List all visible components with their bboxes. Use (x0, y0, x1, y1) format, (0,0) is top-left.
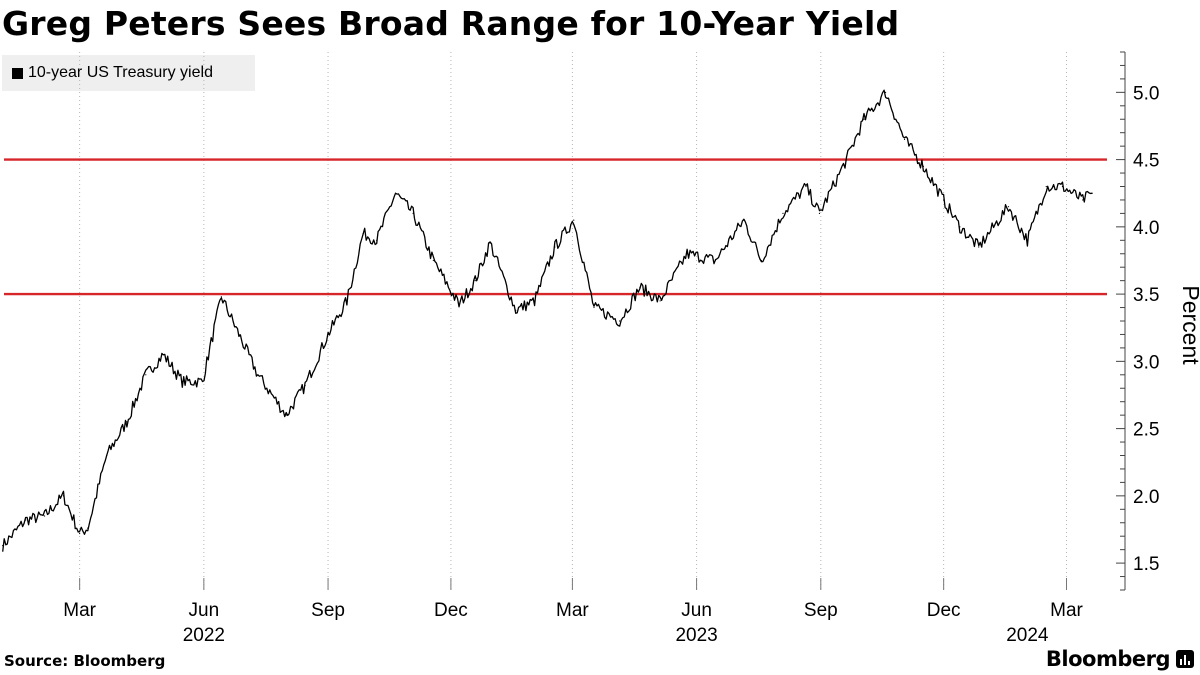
data-point (106, 454, 108, 457)
data-point (43, 515, 46, 517)
data-point (1082, 199, 1084, 201)
data-point (394, 192, 397, 194)
data-point (126, 421, 128, 423)
bloomberg-logo: Bloomberg (1046, 647, 1194, 671)
data-point (818, 212, 821, 214)
data-point (554, 246, 556, 248)
y-tick-label: 1.5 (1133, 554, 1159, 575)
data-point (79, 532, 81, 535)
data-point (87, 527, 89, 529)
data-point (327, 333, 329, 336)
data-point (474, 280, 476, 282)
x-year-label: 2024 (1006, 625, 1049, 646)
data-point (760, 259, 763, 262)
x-tick-label: Mar (63, 600, 96, 621)
series-line (2, 89, 1093, 552)
data-point (714, 259, 717, 262)
logo-text: Bloomberg (1045, 647, 1171, 671)
data-point (376, 239, 378, 241)
data-point (62, 495, 65, 497)
legend-label: 10-year US Treasury yield (28, 64, 213, 81)
chart-title: Greg Peters Sees Broad Range for 10-Year… (2, 4, 900, 43)
data-point (743, 219, 745, 221)
data-point (1045, 185, 1047, 188)
data-point (863, 118, 865, 120)
data-point (346, 300, 348, 302)
data-point (432, 259, 434, 262)
data-point (805, 185, 807, 188)
data-point (686, 253, 688, 255)
y-tick-label: 4.0 (1133, 218, 1159, 239)
data-point (489, 242, 491, 244)
legend: 10-year US Treasury yield (2, 55, 255, 91)
data-point (903, 138, 906, 141)
data-point (458, 304, 460, 306)
x-tick-label: Jun (189, 600, 220, 621)
data-point (162, 354, 164, 356)
data-point (978, 246, 980, 248)
data-point (593, 306, 595, 309)
data-point (257, 374, 259, 376)
data-point (25, 519, 27, 521)
data-point (943, 199, 945, 201)
source-note: Source: Bloomberg (4, 652, 166, 670)
data-point (1091, 192, 1093, 194)
y-axis-label: Percent (1178, 285, 1200, 365)
series-layer (2, 89, 1093, 552)
y-tick-label: 4.5 (1133, 151, 1159, 172)
data-point (304, 384, 306, 387)
data-point (285, 414, 287, 416)
data-point (220, 296, 222, 298)
bar-chart-icon (1176, 650, 1194, 668)
data-point (573, 219, 575, 221)
x-year-label: 2022 (183, 625, 225, 646)
legend-swatch (12, 67, 23, 79)
y-axis: 1.5 2.0 2.5 3.0 3.5 4.0 4.5 5.0 (1116, 51, 1159, 591)
x-tick-label: Sep (804, 600, 838, 621)
data-point (145, 374, 147, 376)
x-tick-label: Dec (434, 600, 468, 621)
y-tick-label: 3.5 (1133, 285, 1159, 306)
data-point (201, 380, 204, 383)
x-tick-label: Jun (681, 600, 712, 621)
data-point (1061, 185, 1064, 188)
data-point (412, 212, 414, 214)
y-tick-label: 2.0 (1133, 487, 1159, 508)
x-tick-label: Sep (311, 600, 345, 621)
data-point (1026, 239, 1028, 241)
x-tick-label: Mar (1050, 600, 1083, 621)
data-point (619, 320, 621, 322)
data-point (1007, 206, 1010, 208)
data-point (959, 226, 961, 228)
data-point (534, 300, 536, 302)
y-tick-label: 2.5 (1133, 420, 1159, 441)
data-point (362, 232, 364, 235)
x-tick-label: Mar (556, 600, 589, 621)
y-tick-label: 3.0 (1133, 352, 1159, 373)
data-point (782, 212, 784, 214)
grid (79, 52, 1067, 590)
data-point (659, 300, 661, 302)
data-point (181, 380, 183, 383)
y-tick-label: 5.0 (1133, 83, 1159, 104)
data-point (2, 545, 4, 547)
data-point (922, 165, 925, 167)
x-tick-label: Dec (927, 600, 961, 621)
data-point (885, 91, 887, 93)
data-point (515, 309, 517, 311)
x-axis: Mar Jun Sep Dec Mar Jun Sep Dec Mar 2022 2023 2024 (63, 578, 1084, 646)
data-point (238, 333, 240, 336)
data-point (845, 159, 848, 161)
x-year-label: 2023 (675, 625, 717, 646)
reference-lines (4, 158, 1107, 296)
data-point (639, 286, 641, 288)
